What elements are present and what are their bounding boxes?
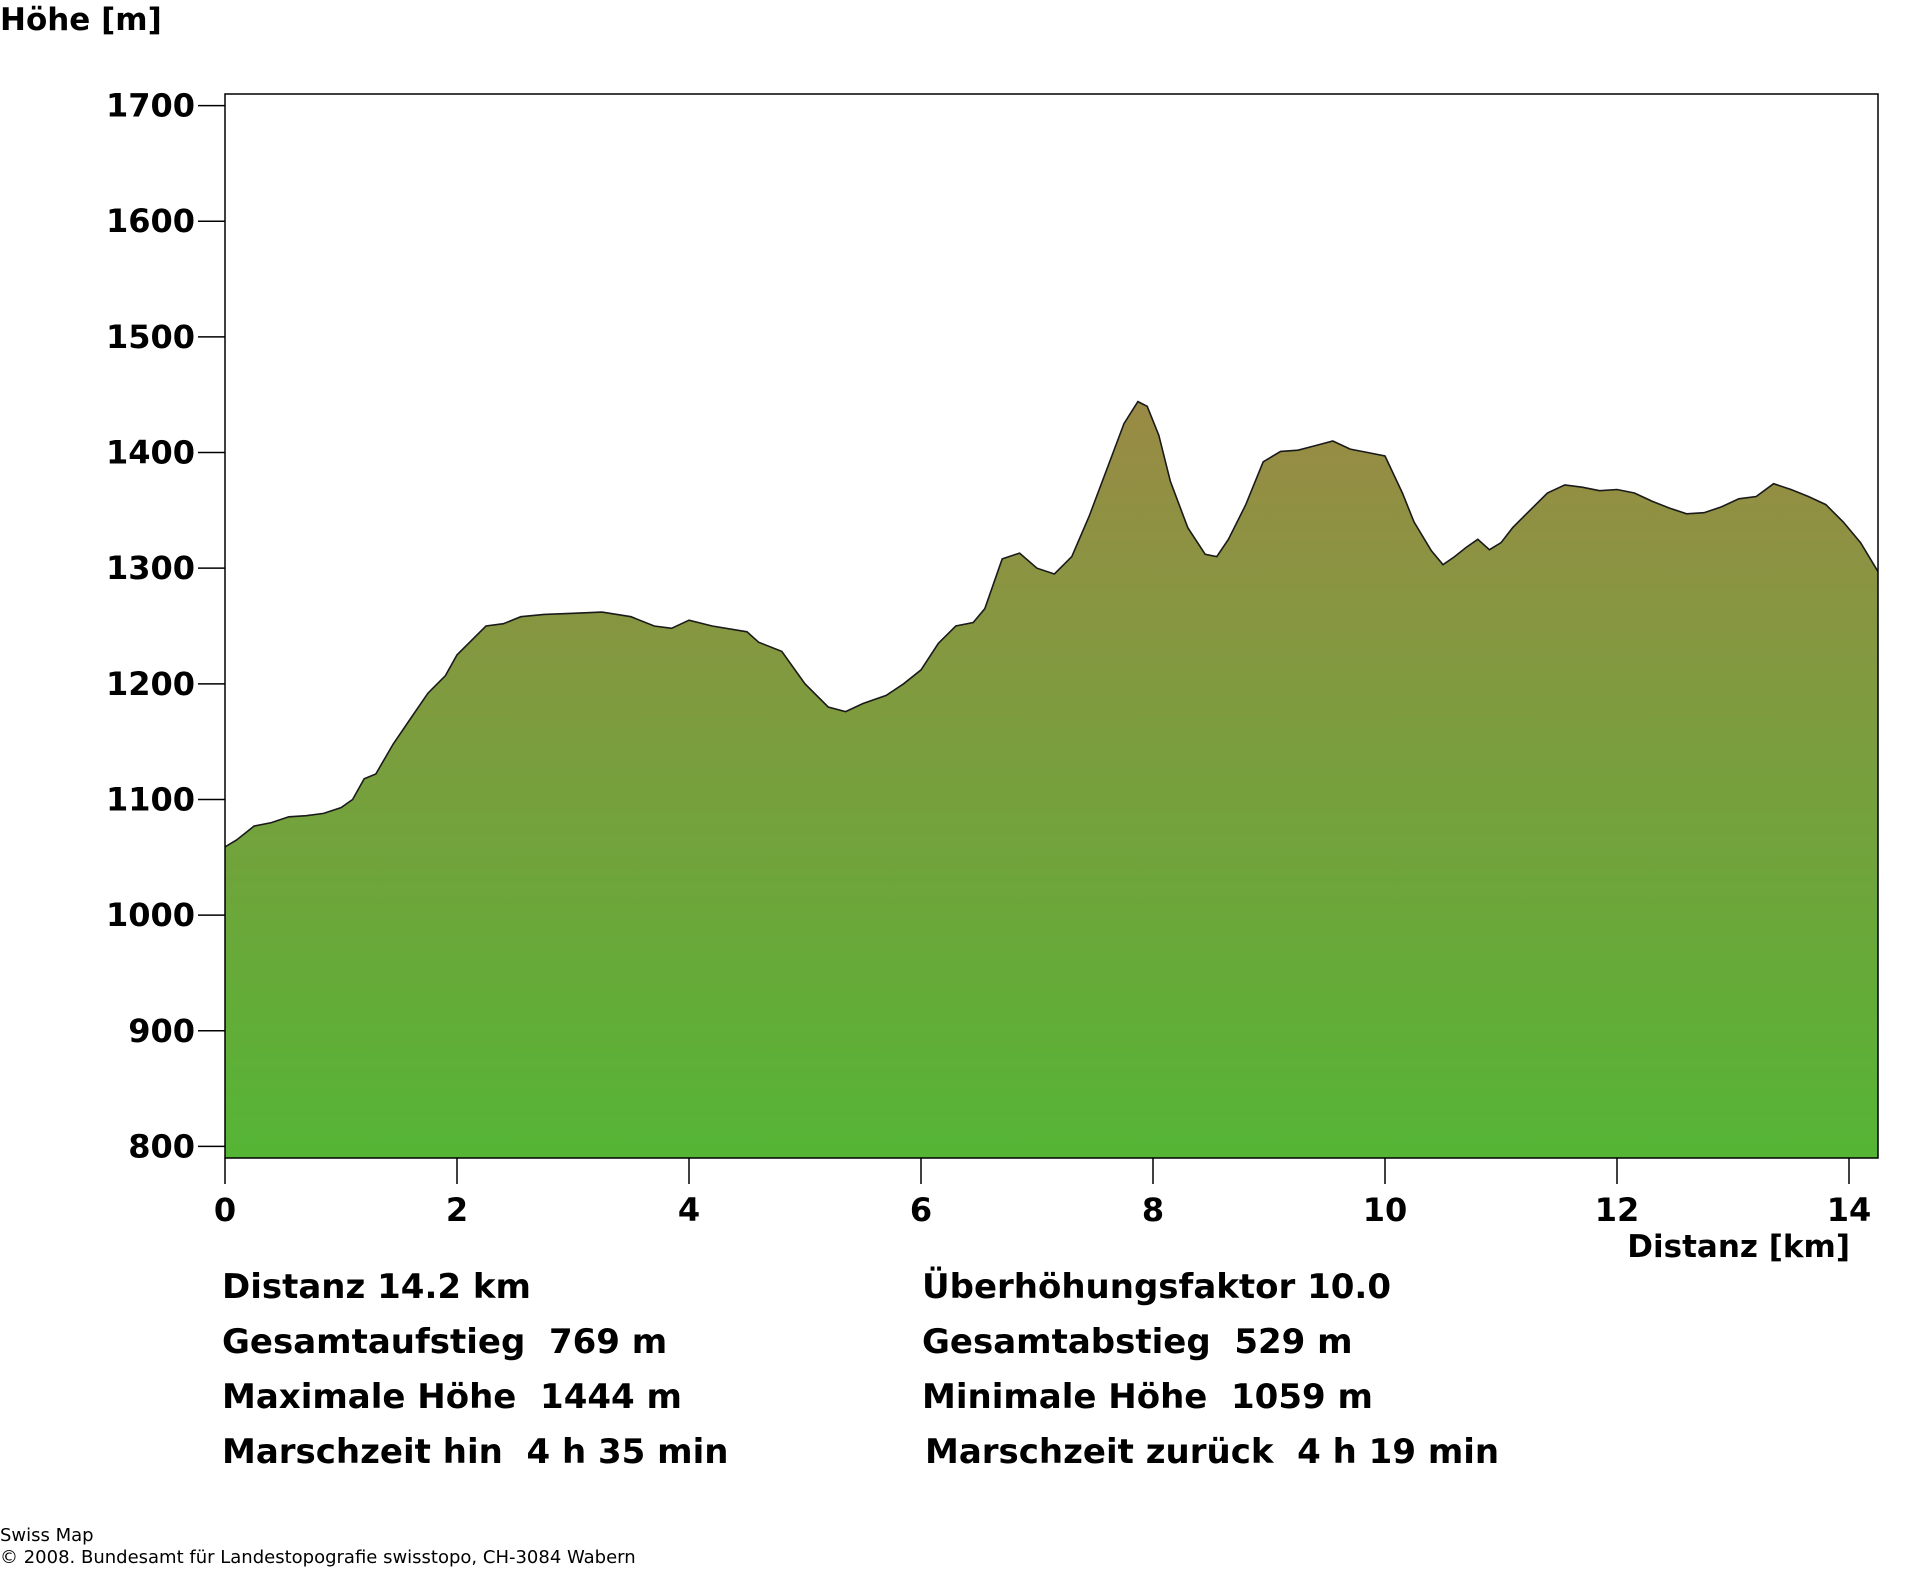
y-tick-label: 1300 xyxy=(106,549,195,587)
y-tick-label: 1500 xyxy=(106,318,195,356)
y-tick-label: 900 xyxy=(128,1012,195,1050)
stat-total-descent: Gesamtabstieg 529 m xyxy=(922,1322,1353,1362)
x-tick-label: 12 xyxy=(1595,1191,1640,1229)
y-axis-title: Höhe [m] xyxy=(0,2,162,38)
stat-walking-time-return: Marschzeit zurück 4 h 19 min xyxy=(925,1432,1500,1472)
elevation-area xyxy=(225,401,1878,1159)
stat-exaggeration-factor: Überhöhungsfaktor 10.0 xyxy=(922,1267,1391,1307)
stat-min-elevation: Minimale Höhe 1059 m xyxy=(922,1377,1373,1417)
credit-copyright: © 2008. Bundesamt für Landestopografie s… xyxy=(0,1547,636,1568)
stat-total-ascent: Gesamtaufstieg 769 m xyxy=(222,1322,668,1362)
y-tick-label: 1000 xyxy=(106,896,195,934)
x-tick-label: 14 xyxy=(1827,1191,1872,1229)
x-axis: 0 2 4 6 8 10 12 14 xyxy=(214,1158,1871,1229)
stat-walking-time-forward: Marschzeit hin 4 h 35 min xyxy=(222,1432,729,1472)
x-tick-label: 10 xyxy=(1363,1191,1408,1229)
x-tick-label: 0 xyxy=(214,1191,236,1229)
y-axis: 800 900 1000 1100 1200 1300 1400 1500 1600 1700 xyxy=(106,87,225,1165)
y-tick-label: 1200 xyxy=(106,665,195,703)
y-tick-label: 1400 xyxy=(106,434,195,472)
x-tick-label: 4 xyxy=(678,1191,700,1229)
elevation-line xyxy=(224,400,1879,848)
y-tick-label: 1700 xyxy=(106,87,195,125)
x-tick-label: 6 xyxy=(910,1191,932,1229)
x-tick-label: 2 xyxy=(446,1191,468,1229)
stat-max-elevation: Maximale Höhe 1444 m xyxy=(222,1377,682,1417)
stat-distance: Distanz 14.2 km xyxy=(222,1267,531,1307)
credit-product: Swiss Map xyxy=(0,1525,94,1546)
y-tick-label: 800 xyxy=(128,1127,195,1165)
y-tick-label: 1100 xyxy=(106,780,195,818)
x-axis-title: Distanz [km] xyxy=(1627,1229,1850,1265)
elevation-area-layer xyxy=(224,400,1879,1159)
y-tick-label: 1600 xyxy=(106,202,195,240)
plot-frame xyxy=(224,93,1879,1159)
x-tick-label: 8 xyxy=(1142,1191,1164,1229)
